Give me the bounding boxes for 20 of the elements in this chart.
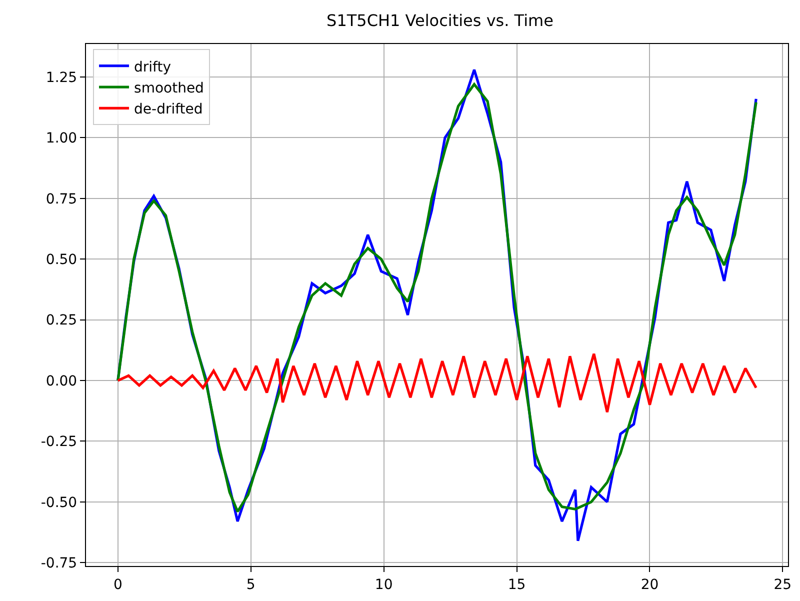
x-tick-label: 20 [640,576,659,593]
chart-title: S1T5CH1 Velocities vs. Time [326,11,554,30]
y-tick-label: 0.75 [46,191,78,208]
x-tick-label: 5 [246,576,256,593]
legend-label: drifty [134,59,172,76]
y-tick-label: 0.50 [46,252,78,268]
line-series [116,352,758,414]
x-tick-label: 15 [508,576,526,593]
y-tick-label: -0.25 [40,434,78,450]
legend-label: de-drifted [134,102,203,118]
y-tick-label: 1.00 [46,130,78,147]
y-tick-label: -0.75 [40,556,78,572]
x-tick-label: 25 [774,576,792,593]
y-tick-label: 0.00 [46,373,78,390]
legend-label: smoothed [134,80,204,96]
y-tick-label: 1.25 [46,70,78,86]
y-tick-label: -0.50 [40,494,78,511]
x-tick-label: 10 [374,576,393,593]
x-tick-label: 0 [113,576,122,593]
y-tick-label: 0.25 [46,312,78,329]
